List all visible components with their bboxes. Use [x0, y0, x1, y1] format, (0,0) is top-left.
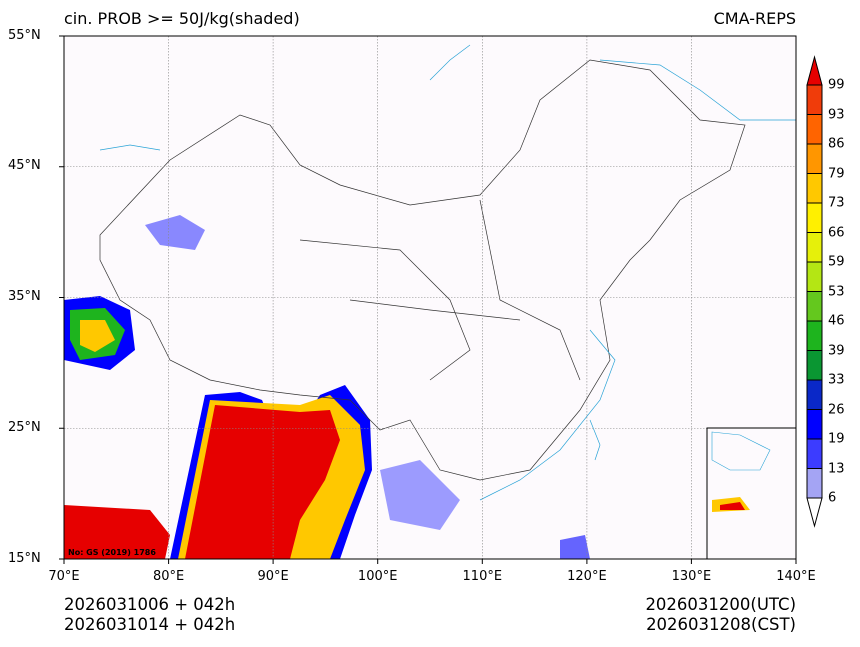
- colorbar-tick-label: 19: [828, 431, 845, 447]
- colorbar-segment: [806, 409, 823, 440]
- colorbar-tick-label: 86: [828, 136, 845, 152]
- colorbar-segment: [806, 202, 823, 233]
- colorbar-tick-label: 39: [828, 343, 845, 358]
- colorbar-tick-label: 66: [828, 225, 845, 240]
- x-tick-label: 110°E: [462, 569, 503, 584]
- y-tick-label: 55°N: [8, 28, 41, 43]
- shade-region: [145, 215, 205, 250]
- colorbar-segment: [806, 350, 823, 381]
- map-title: cin. PROB >= 50J/kg(shaded): [64, 9, 300, 28]
- x-tick-label: 130°E: [671, 569, 712, 584]
- y-tick-label: 25°N: [8, 420, 41, 435]
- colorbar-extend-min: [806, 497, 823, 528]
- valid-time-utc: 2026031200(UTC): [645, 595, 796, 614]
- y-tick-label: 15°N: [8, 551, 41, 566]
- y-tick-label: 45°N: [8, 158, 41, 173]
- colorbar-tick-label: 79: [828, 166, 845, 181]
- colorbar-segment: [806, 320, 823, 351]
- shade-region: [560, 535, 590, 559]
- shade-region: [80, 320, 115, 352]
- shade-region: [64, 505, 170, 559]
- colorbar-segment: [806, 291, 823, 322]
- colorbar-segment: [806, 261, 823, 292]
- colorbar-segment: [806, 379, 823, 410]
- colorbar-tick-label: 53: [828, 284, 845, 299]
- colorbar-tick-label: 99: [828, 77, 845, 93]
- map-approval-number: No: GS (2019) 1786: [68, 548, 156, 557]
- init-time-utc: 2026031006 + 042h: [64, 595, 236, 614]
- y-tick-label: 35°N: [8, 289, 41, 304]
- colorbar: [806, 55, 823, 528]
- colorbar-tick-label: 73: [828, 195, 845, 211]
- colorbar-tick-label: 13: [828, 461, 845, 476]
- colorbar-tick-label: 93: [828, 107, 845, 122]
- x-tick-label: 100°E: [357, 569, 398, 584]
- valid-time-cst: 2026031208(CST): [646, 615, 796, 634]
- shade-region: [185, 405, 340, 559]
- china-boundary: [99, 59, 746, 481]
- south-china-sea-inset: [706, 427, 797, 560]
- shade-region: [380, 460, 460, 530]
- colorbar-segment: [806, 232, 823, 263]
- colorbar-segment: [806, 143, 823, 174]
- colorbar-segment: [806, 173, 823, 204]
- x-tick-label: 80°E: [152, 569, 185, 584]
- colorbar-tick-label: 6: [828, 490, 837, 506]
- gridlines: [64, 36, 796, 559]
- colorbar-tick-label: 26: [828, 402, 845, 417]
- model-name: CMA-REPS: [713, 9, 796, 28]
- x-tick-label: 120°E: [567, 569, 607, 584]
- init-time-cst: 2026031014 + 042h: [64, 615, 236, 634]
- colorbar-segment: [806, 438, 823, 469]
- x-tick-label: 90°E: [257, 569, 289, 584]
- x-tick-label: 70°E: [48, 569, 80, 584]
- axis-ticks: [59, 35, 797, 564]
- colorbar-tick-label: 59: [828, 254, 845, 270]
- colorbar-segment: [806, 114, 823, 145]
- colorbar-segment: [806, 84, 823, 115]
- colorbar-extend-max: [806, 55, 823, 86]
- colorbar-segment: [806, 468, 823, 499]
- x-tick-label: 140°E: [776, 569, 816, 584]
- colorbar-tick-label: 33: [828, 372, 845, 388]
- colorbar-tick-label: 46: [828, 313, 845, 329]
